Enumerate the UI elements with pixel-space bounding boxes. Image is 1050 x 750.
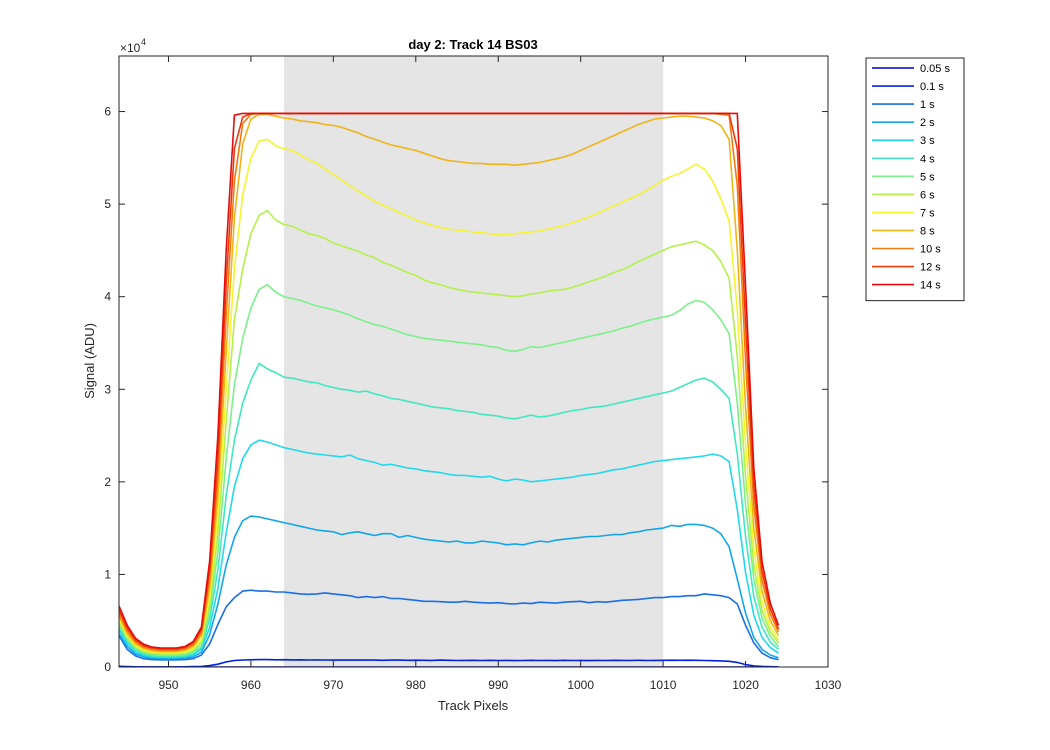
x-tick-label: 1020 — [732, 678, 759, 692]
x-tick-label: 960 — [241, 678, 261, 692]
y-exponent-power: 4 — [141, 37, 146, 47]
series-line-2-s — [119, 515, 779, 660]
y-tick-label: 5 — [104, 197, 111, 211]
legend-label: 2 s — [920, 117, 935, 129]
legend-label: 3 s — [920, 135, 935, 147]
y-tick-label: 6 — [104, 105, 111, 119]
series-line-1-s — [119, 589, 779, 661]
legend-label: 8 s — [920, 225, 935, 237]
series-line-14-s — [119, 112, 780, 649]
legend-label: 14 s — [920, 280, 941, 292]
y-tick-label: 1 — [104, 567, 111, 581]
x-tick-label: 980 — [406, 678, 426, 692]
x-tick-label: 1000 — [567, 678, 594, 692]
y-exponent-base: ×10 — [120, 41, 141, 55]
series-lines — [119, 112, 780, 667]
legend-label: 0.05 s — [920, 63, 950, 75]
legend-box — [865, 57, 965, 302]
x-tick-label: 1030 — [815, 678, 842, 692]
series-line-7-s — [119, 138, 780, 654]
x-tick-label: 1010 — [650, 678, 677, 692]
y-tick-label: 3 — [104, 382, 111, 396]
legend-label: 10 s — [920, 244, 941, 256]
series-line-3-s — [119, 439, 779, 659]
x-axis-ticks: 950 960 970 980 990 1000 1010 1020 1030 — [158, 56, 842, 692]
axes-box — [118, 55, 829, 668]
plot-area — [118, 55, 829, 668]
x-tick-label: 970 — [323, 678, 343, 692]
series-line-4-s — [119, 362, 780, 658]
y-tick-label: 0 — [104, 660, 111, 674]
series-line-5-s — [119, 283, 780, 657]
legend-label: 6 s — [920, 189, 935, 201]
x-axis-label: Track Pixels — [438, 698, 509, 713]
x-tick-label: 950 — [158, 678, 178, 692]
legend-label: 5 s — [920, 171, 935, 183]
legend-label: 0.1 s — [920, 81, 944, 93]
series-line-8-s — [119, 113, 780, 653]
legend-label: 1 s — [920, 99, 935, 111]
shaded-region — [283, 56, 664, 667]
legend-label: 4 s — [920, 153, 935, 165]
x-tick-label: 990 — [488, 678, 508, 692]
y-tick-label: 4 — [104, 290, 111, 304]
legend: 0.05 s 0.1 s 1 s 2 s 3 s 4 s 5 s 6 s 7 s 8 s 10 s 1… — [865, 57, 965, 302]
legend-label: 7 s — [920, 207, 935, 219]
chart-title: day 2: Track 14 BS03 — [408, 37, 537, 52]
legend-label: 12 s — [920, 262, 941, 274]
series-line-0-1-s — [119, 658, 779, 667]
y-axis-ticks: 0 1 2 3 4 5 6 — [104, 105, 828, 674]
y-tick-label: 2 — [104, 475, 111, 489]
series-line-6-s — [119, 209, 780, 655]
y-axis-label: Signal (ADU) — [82, 323, 97, 399]
